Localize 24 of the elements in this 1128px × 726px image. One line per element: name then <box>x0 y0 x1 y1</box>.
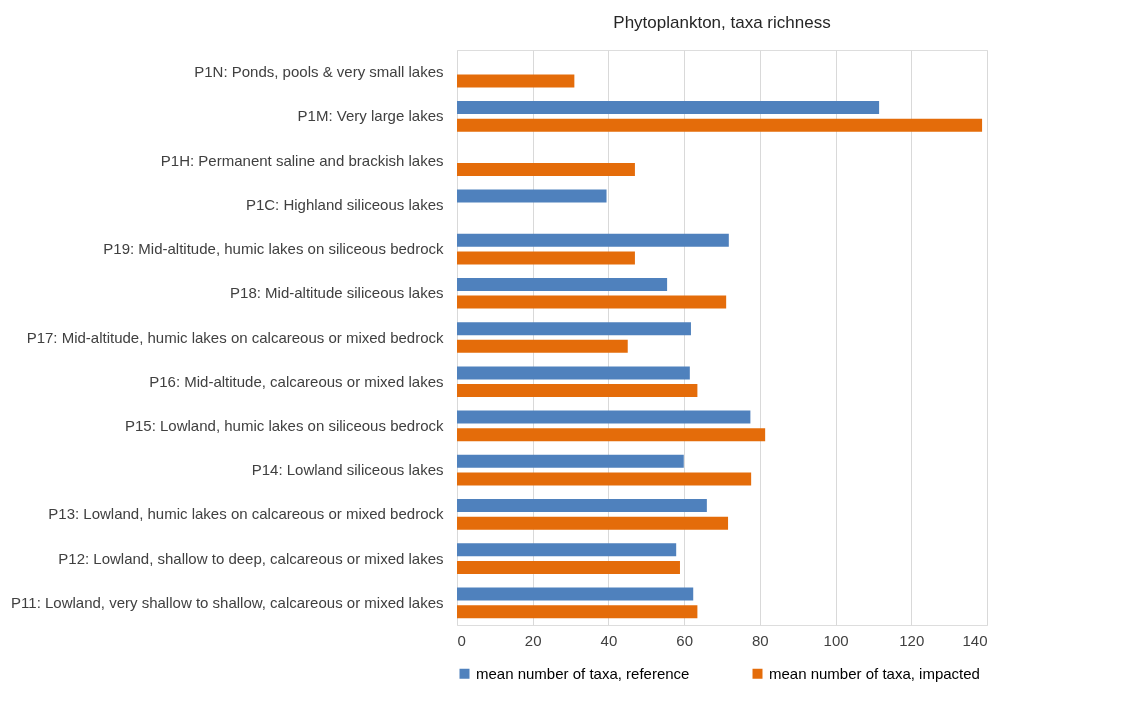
x-tick-label: 100 <box>823 631 849 649</box>
legend-label: mean number of taxa, impacted <box>769 664 980 682</box>
y-tick-label: P1N: Ponds, pools & very small lakes <box>194 63 444 81</box>
y-tick-label: P14: Lowland siliceous lakes <box>251 461 444 479</box>
x-tick-label: 0 <box>457 631 466 649</box>
y-tick-label: P11: Lowland, very shallow to shallow, calcareous or mixed lakes <box>11 593 444 611</box>
x-tick-label: 80 <box>752 631 769 649</box>
x-tick-label: 140 <box>962 631 988 649</box>
y-tick-label: P16: Mid-altitude, calcareous or mixed lakes <box>149 372 444 390</box>
y-tick-label: P13: Lowland, humic lakes on calcareous or mixed bedrock <box>48 505 444 523</box>
y-tick-label: P17: Mid-altitude, humic lakes on calcareous or mixed bedrock <box>26 328 444 346</box>
y-tick-label: P18: Mid-altitude siliceous lakes <box>230 284 444 302</box>
y-tick-label: P19: Mid-altitude, humic lakes on siliceous bedrock <box>103 240 444 258</box>
x-tick-label: 20 <box>524 631 542 649</box>
y-tick-label: P1M: Very large lakes <box>297 107 444 125</box>
x-tick-label: 120 <box>899 631 925 649</box>
y-tick-label: P1C: Highland siliceous lakes <box>245 195 444 213</box>
legend-label: mean number of taxa, reference <box>476 664 690 682</box>
chart-title: Phytoplankton, taxa richness <box>613 13 831 32</box>
x-tick-label: 40 <box>600 631 618 649</box>
y-tick-label: P1H: Permanent saline and brackish lakes <box>160 151 444 169</box>
y-tick-label: P12: Lowland, shallow to deep, calcareous or mixed lakes <box>58 549 444 567</box>
x-tick-label: 60 <box>676 631 693 649</box>
y-tick-label: P15: Lowland, humic lakes on siliceous bedrock <box>124 416 444 434</box>
